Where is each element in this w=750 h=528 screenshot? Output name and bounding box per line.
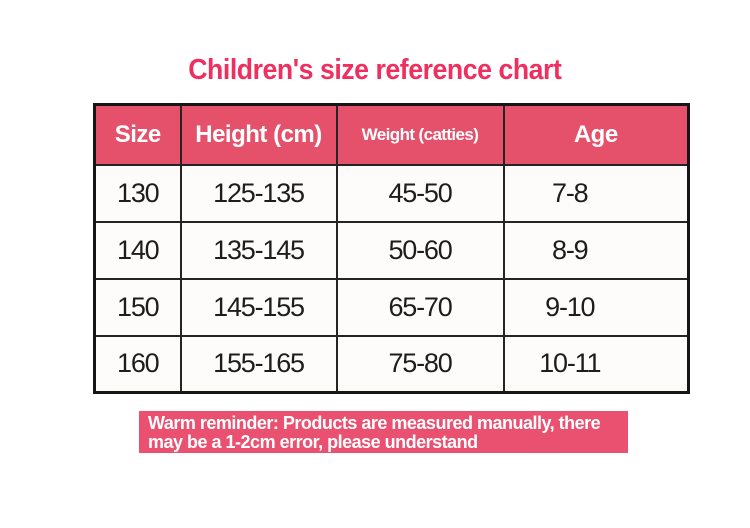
size-cell: 150 (93, 277, 182, 337)
size-cell: 140 (93, 220, 182, 280)
reminder-line-1: Warm reminder: Products are measured man… (148, 413, 601, 433)
table-row: 130 125-135 45-50 7-8 (93, 163, 690, 223)
height-cell: 125-135 (179, 163, 338, 223)
age-cell: 10-11 (502, 334, 690, 394)
page-title-text: Children's size reference chart (188, 54, 562, 86)
col-header-weight: Weight (catties) (335, 103, 505, 166)
page-title: Children's size reference chart (0, 54, 750, 87)
table-row: 160 155-165 75-80 10-11 (93, 334, 690, 394)
height-cell: 145-155 (179, 277, 338, 337)
col-header-height: Height (cm) (179, 103, 338, 166)
reminder-banner: Warm reminder: Products are measured man… (139, 411, 628, 453)
weight-cell: 45-50 (335, 163, 505, 223)
age-cell: 9-10 (502, 277, 690, 337)
col-header-age: Age (502, 103, 690, 166)
col-header-size: Size (93, 103, 182, 166)
table-row: 140 135-145 50-60 8-9 (93, 220, 690, 280)
table-header-row: Size Height (cm) Weight (catties) Age (93, 103, 690, 166)
reminder-line-2: may be a 1-2cm error, please understand (148, 432, 478, 452)
size-cell: 160 (93, 334, 182, 394)
weight-cell: 65-70 (335, 277, 505, 337)
size-cell: 130 (93, 163, 182, 223)
table-row: 150 145-155 65-70 9-10 (93, 277, 690, 337)
weight-cell: 50-60 (335, 220, 505, 280)
height-cell: 155-165 (179, 334, 338, 394)
size-reference-table: Size Height (cm) Weight (catties) Age 13… (93, 103, 690, 394)
age-cell: 8-9 (502, 220, 690, 280)
height-cell: 135-145 (179, 220, 338, 280)
weight-cell: 75-80 (335, 334, 505, 394)
age-cell: 7-8 (502, 163, 690, 223)
